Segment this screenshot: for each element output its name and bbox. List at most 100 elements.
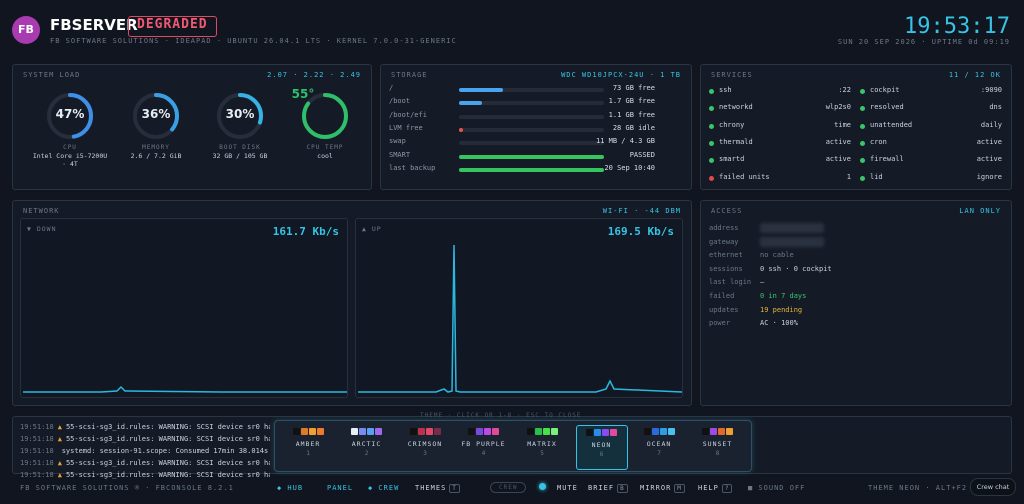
usage-fill bbox=[459, 101, 483, 106]
gauge-fill bbox=[217, 93, 263, 139]
storage-row: LVM free 28 GB idle bbox=[389, 124, 655, 136]
status-dot bbox=[709, 158, 714, 164]
service-state: dns bbox=[989, 103, 1002, 112]
service-row: firewall active bbox=[860, 155, 1002, 167]
service-state: active bbox=[825, 155, 851, 164]
storage-row: swap 11 MB / 4.3 GB bbox=[389, 137, 655, 149]
sound-toggle[interactable]: ■ SOUND OFF bbox=[748, 484, 806, 492]
access-value: no cable bbox=[760, 251, 794, 260]
service-row: chrony time bbox=[709, 121, 851, 133]
storage-key: LVM free bbox=[389, 123, 423, 132]
service-state: active bbox=[976, 155, 1002, 164]
color-swatch bbox=[602, 429, 609, 436]
service-name: firewall bbox=[870, 155, 904, 164]
color-swatch bbox=[718, 428, 725, 435]
service-row: failed units 1 bbox=[709, 173, 851, 185]
mute-icon[interactable] bbox=[539, 483, 546, 490]
gauge-memory: 36% MEMORY 2.6 / 7.2 GiB bbox=[116, 90, 196, 160]
color-swatch bbox=[367, 428, 374, 435]
gauge-sub: cool bbox=[317, 152, 333, 160]
service-row: cron active bbox=[860, 138, 1002, 150]
up-label: ▲ UP bbox=[362, 225, 382, 233]
log-text: 55-scsi-sg3_id.rules: WARNING: SCSI devi… bbox=[65, 471, 270, 479]
storage-row: / 73 GB free bbox=[389, 84, 655, 96]
color-swatch bbox=[316, 428, 324, 435]
themes-key: T bbox=[449, 484, 460, 493]
theme-option-fb-purple[interactable]: FB PURPLE 4 bbox=[459, 428, 509, 457]
color-swatch bbox=[492, 428, 499, 435]
color-swatch bbox=[651, 428, 659, 435]
brief-key: B bbox=[617, 484, 628, 493]
color-swatch bbox=[526, 428, 534, 435]
theme-option-ocean[interactable]: OCEAN 7 bbox=[634, 428, 684, 457]
theme-option-neon[interactable]: NEON 6 bbox=[575, 425, 628, 470]
gauge-ring bbox=[302, 93, 348, 139]
status-dot bbox=[860, 89, 865, 94]
access-key: ethernet bbox=[709, 251, 743, 260]
storage-row: /boot 1.7 GB free bbox=[389, 97, 655, 109]
service-row: ssh:22 bbox=[709, 86, 851, 98]
gauge-ring bbox=[47, 93, 93, 139]
theme-option-crimson[interactable]: CRIMSON 3 bbox=[400, 428, 450, 457]
warning-icon: ▲ bbox=[57, 435, 62, 443]
storage-key: swap bbox=[389, 137, 406, 146]
service-state: time bbox=[834, 120, 851, 129]
color-swatch bbox=[667, 428, 675, 435]
services-panel: SERVICES 11 / 12 OK bbox=[700, 64, 1012, 190]
theme-swatches bbox=[577, 429, 627, 437]
crew-button[interactable]: ◆ CREW bbox=[368, 484, 400, 492]
color-swatch bbox=[542, 428, 550, 435]
access-key: last login bbox=[709, 278, 752, 287]
gauge-cpu: 47% CPU Intel Core i5-7200U · 4T bbox=[30, 90, 110, 168]
color-swatch bbox=[659, 428, 667, 435]
brief-label: BRIEF bbox=[588, 484, 615, 492]
color-swatch bbox=[300, 428, 308, 435]
color-swatch bbox=[594, 429, 601, 436]
panel-title: STORAGE bbox=[391, 71, 428, 79]
usage-bar bbox=[459, 141, 604, 146]
download-graph: ▼ DOWN 161.7 Kb/s bbox=[20, 218, 348, 398]
access-scope: LAN ONLY bbox=[959, 207, 1001, 215]
service-row: networkd wlp2s0 bbox=[709, 103, 851, 115]
help-button[interactable]: HELP? bbox=[698, 484, 733, 493]
access-value: AC · 100% bbox=[760, 319, 798, 328]
access-key: gateway bbox=[709, 237, 739, 246]
gauge-sub: Intel Core i5-7200U · 4T bbox=[32, 152, 108, 168]
log-time: 19:51:18 bbox=[20, 423, 54, 431]
service-name: chrony bbox=[719, 120, 745, 129]
theme-swatches bbox=[342, 428, 392, 436]
usage-fill bbox=[459, 167, 604, 172]
access-value: — bbox=[760, 278, 765, 287]
storage-key: /boot/efi bbox=[389, 110, 427, 119]
theme-option-arctic[interactable]: ARCTIC 2 bbox=[342, 428, 392, 457]
upload-sparkline bbox=[358, 244, 683, 393]
access-key: power bbox=[709, 319, 731, 328]
down-label: ▼ DOWN bbox=[27, 225, 57, 233]
theme-status: THEME NEON · ALT+F2 F bbox=[868, 484, 978, 492]
wifi-signal: WI-FI · -44 DBM bbox=[602, 207, 681, 215]
status-badge: DEGRADED bbox=[128, 16, 217, 37]
panel-button[interactable]: PANEL bbox=[327, 484, 354, 492]
hub-button[interactable]: ◆ HUB bbox=[277, 484, 304, 492]
mirror-button[interactable]: MIRROR M bbox=[640, 484, 685, 493]
color-swatch bbox=[610, 429, 617, 436]
storage-row: SMART PASSED bbox=[389, 151, 655, 163]
mute-button[interactable]: MUTE bbox=[557, 484, 578, 492]
gauge-label: CPU bbox=[63, 144, 77, 151]
color-swatch bbox=[308, 428, 316, 435]
theme-option-amber[interactable]: AMBER 1 bbox=[283, 428, 333, 457]
crew-chat-button[interactable]: Crew chat bbox=[970, 478, 1016, 496]
status-dot bbox=[860, 106, 865, 112]
crew-toggle[interactable]: CREW bbox=[490, 482, 527, 493]
warning-icon: ▲ bbox=[57, 471, 62, 479]
gauge-label: CPU TEMP bbox=[306, 144, 344, 151]
service-state: ignore bbox=[976, 172, 1002, 181]
theme-option-sunset[interactable]: SUNSET 8 bbox=[693, 428, 743, 457]
usage-bar bbox=[459, 154, 604, 159]
log-time: 19:51:18 bbox=[20, 435, 54, 443]
access-key: updates bbox=[709, 305, 739, 314]
themes-button[interactable]: THEMES T bbox=[415, 484, 460, 493]
theme-option-matrix[interactable]: MATRIX 5 bbox=[517, 428, 567, 457]
upload-graph: ▲ UP 169.5 Kb/s bbox=[355, 218, 683, 398]
brief-button[interactable]: BRIEF B bbox=[588, 484, 628, 493]
